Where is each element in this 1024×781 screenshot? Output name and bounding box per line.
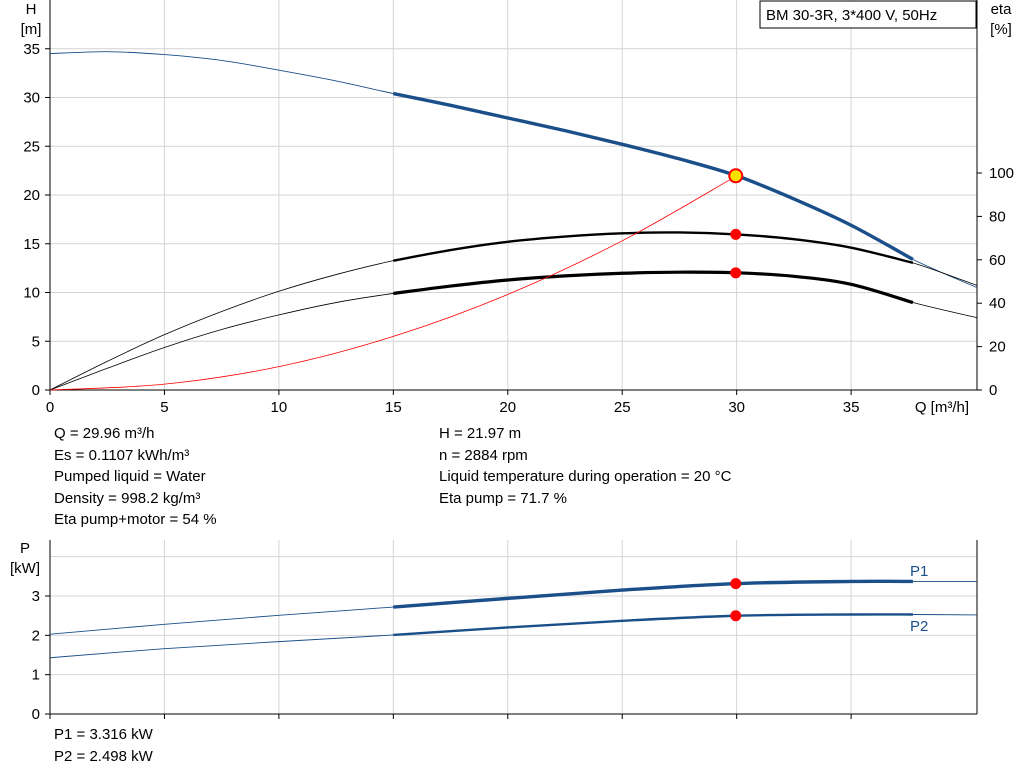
power-p2-operating-range [393,613,913,637]
y-tick-label-left: 20 [23,187,40,204]
x-tick-label: 10 [271,399,288,416]
info-density: Density = 998.2 kg/m³ [54,489,201,507]
power-axis-labels: P [kW] P1 P2 [10,540,928,635]
x-tick-label: 20 [499,399,516,416]
info-head: H = 21.97 m [439,425,522,442]
y-tick-label-left: 15 [23,236,40,253]
power-y-axis-unit: [kW] [10,560,40,577]
y-axis-label-right: eta [991,1,1013,18]
y-tick-label-left: 30 [23,90,40,107]
system_curve-curve [49,175,737,391]
y-tick-label-right: 100 [989,165,1014,182]
power-y-tick-label: 3 [32,588,40,605]
power-gridlines [50,540,978,714]
y-axis-unit-left: [m] [21,21,42,38]
x-tick-label: 5 [160,399,168,416]
info-eta-pump: Eta pump = 71.7 % [439,489,567,507]
main-axes: 0 5 10 15 20 25 30 35 0 5 10 15 20 25 30 35 0 20 40 60 80 100 [23,0,1014,416]
info-speed: n = 2884 rpm [439,446,528,464]
y-tick-label-right: 20 [989,339,1006,356]
x-tick-label: 0 [46,399,54,416]
y-tick-label-left: 10 [23,285,40,302]
x-tick-label: 15 [385,399,402,416]
operating-info-right: H = 21.97 m n = 2884 rpm Liquid temperat… [439,423,731,509]
info-eta-pump-motor: Eta pump+motor = 54 % [54,511,217,528]
y-tick-label-left: 5 [32,333,40,350]
power-operating-point-marker [730,610,742,622]
title-box-frame [759,0,977,29]
power-p2-label: P2 [910,618,928,635]
power-y-tick-label: 1 [32,667,40,684]
x-tick-label: 25 [614,399,631,416]
power-y-tick-label: 0 [32,706,40,723]
info-pumped-liquid: Pumped liquid = Water [54,468,206,485]
head-efficiency-chart: 0 5 10 15 20 25 30 35 0 5 10 15 20 25 30 35 0 20 40 60 80 100… [21,0,1014,416]
power-series [49,579,978,659]
y-tick-label-right: 80 [989,208,1006,225]
y-tick-label-left: 35 [23,41,40,58]
efficiency-point-marker [730,228,742,240]
x-axis-label: Q [m³/h] [915,399,969,416]
power-operating-points [730,578,742,622]
power-y-axis-label: P [20,540,30,557]
chart-title-box: BM 30-3R, 3*400 V, 50Hz [759,0,977,29]
head-operating-range [392,91,914,261]
power-p1-operating-range [393,579,913,609]
info-liquid-temperature: Liquid temperature during operation = 20… [439,468,732,485]
x-tick-label: 30 [728,399,745,416]
y-axis-unit-right: [%] [990,21,1012,38]
info-p1: P1 = 3.316 kW [54,726,153,743]
power-y-tick-label: 2 [32,627,40,644]
power-operating-point-marker [730,578,742,590]
eta_pump-operating-range [393,231,914,265]
y-tick-label-right: 60 [989,252,1006,269]
power-chart: 0 1 2 3 P [kW] P1 P2 [10,540,978,723]
duty-point-marker [728,168,744,184]
y-axis-label-left: H [26,1,37,18]
y-tick-label-right: 40 [989,295,1006,312]
y-tick-label-right: 0 [989,382,997,399]
chart-title: BM 30-3R, 3*400 V, 50Hz [766,7,937,24]
operating-info-left: Q = 29.96 m³/h Es = 0.1107 kWh/m³ Pumped… [54,423,217,531]
main-series [49,51,978,391]
power-p1-label: P1 [910,563,928,580]
info-specific-energy: Es = 0.1107 kWh/m³ [54,446,190,464]
power-axes: 0 1 2 3 [32,540,978,723]
info-p2: P2 = 2.498 kW [54,747,153,765]
y-tick-label-left: 0 [32,382,40,399]
x-tick-label: 35 [843,399,860,416]
main-operating-points [728,168,744,279]
main-axis-labels: H [m] eta [%] Q [m³/h] [21,1,1013,416]
power-info: P1 = 3.316 kW P2 = 2.498 kW [54,724,153,767]
eta_pump_motor-operating-range [393,270,914,305]
info-flow: Q = 29.96 m³/h [54,425,155,442]
y-tick-label-left: 25 [23,138,40,155]
power-p2-curve [49,613,978,659]
efficiency-point-marker [730,267,742,279]
